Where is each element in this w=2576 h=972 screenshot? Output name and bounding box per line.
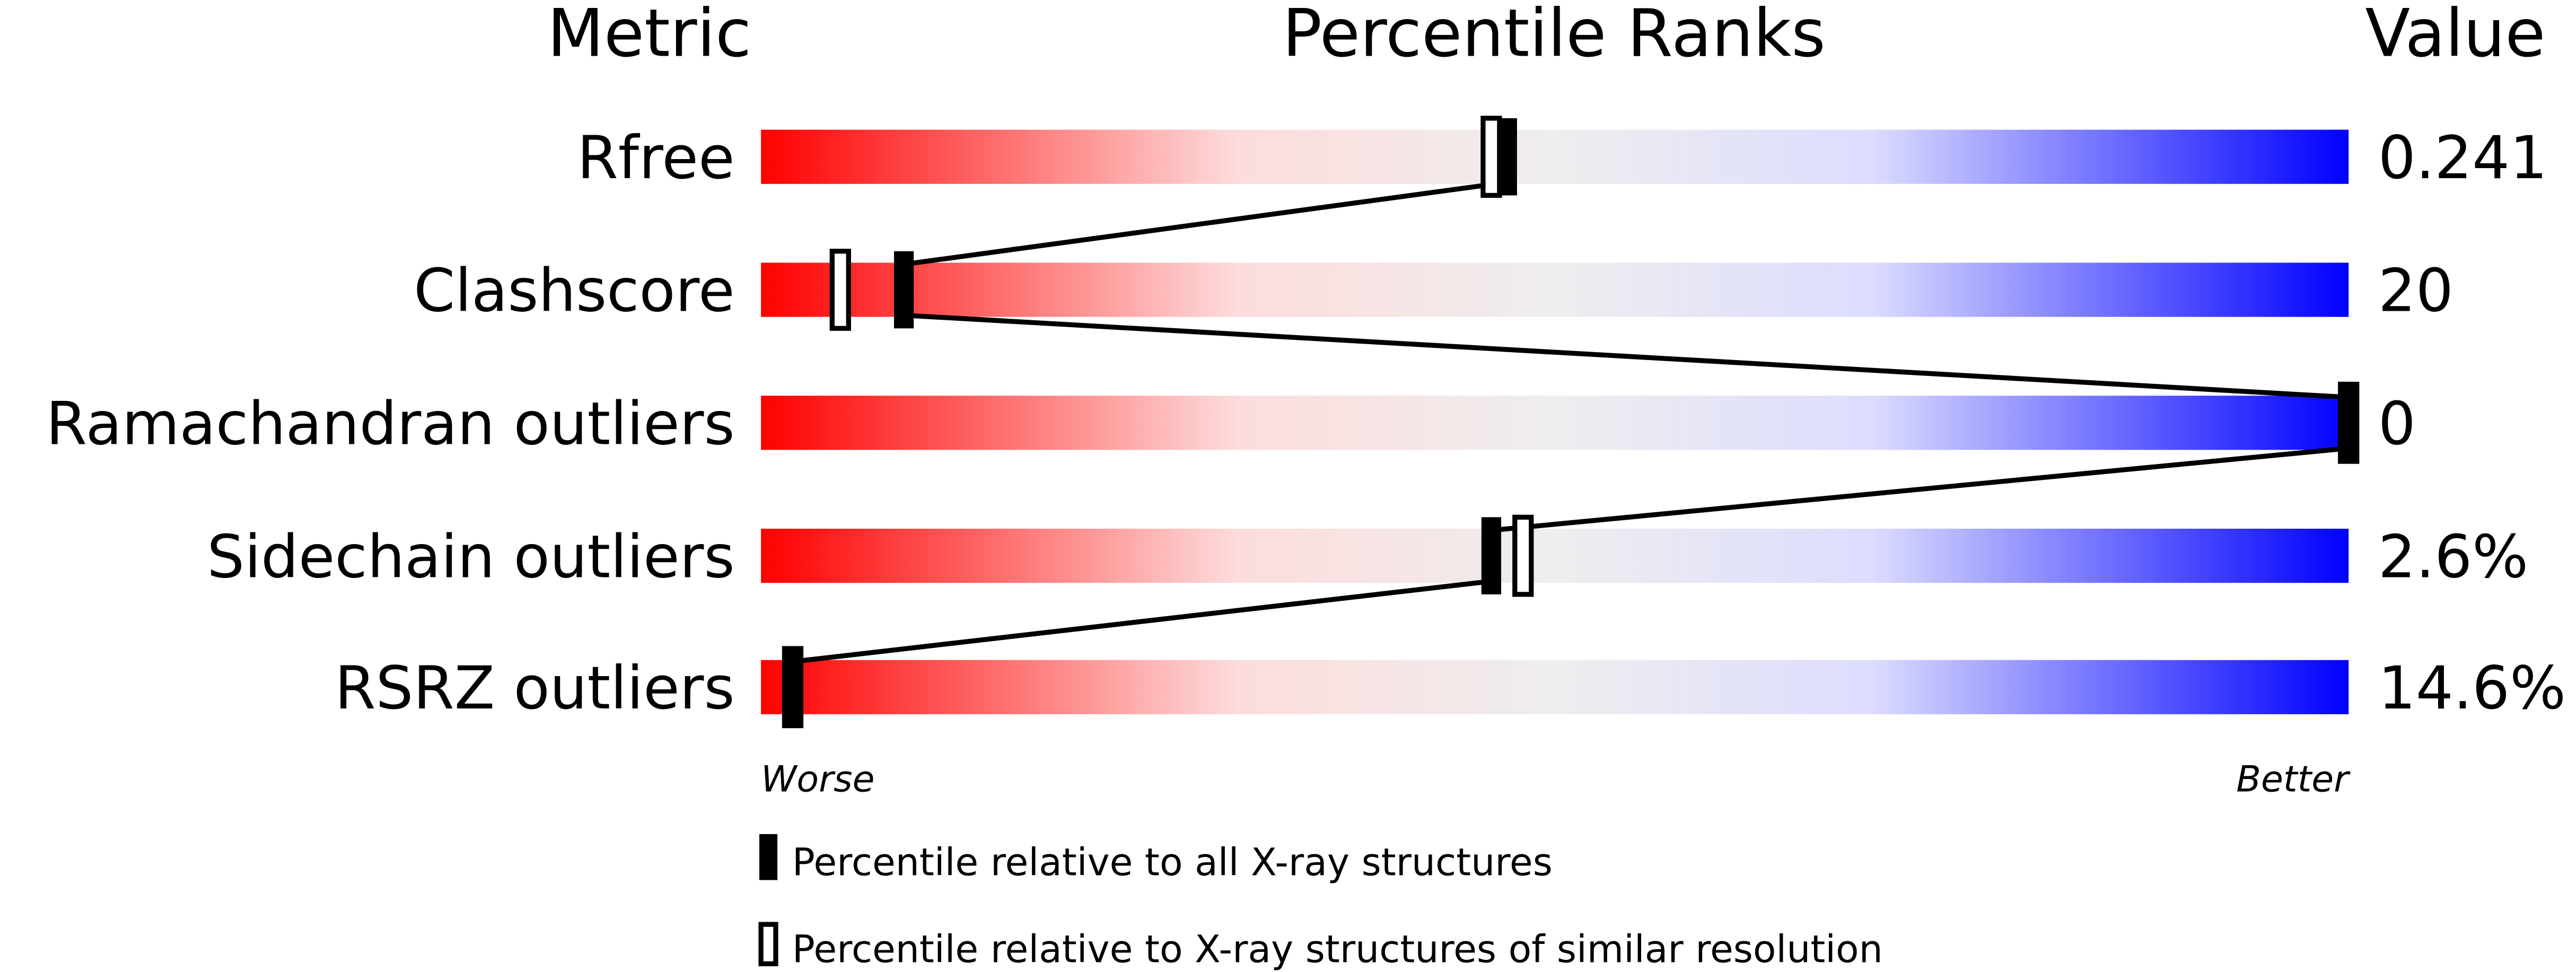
metric-value: 20 [2378, 257, 2454, 326]
better-label: Better [2236, 758, 2351, 800]
percentile-bar [761, 396, 2349, 450]
metric-value: 0.241 [2378, 124, 2547, 192]
worse-label: Worse [761, 758, 874, 800]
similar-resolution-marker [829, 249, 851, 331]
metric-label: Sidechain outliers [207, 523, 734, 591]
connector-line [1491, 445, 2349, 533]
similar-resolution-marker [1512, 514, 1534, 597]
all-structures-marker [1481, 517, 1501, 594]
metric-label: Clashscore [414, 257, 734, 326]
metric-value: 0 [2378, 390, 2416, 459]
metric-value: 14.6% [2378, 654, 2566, 723]
connector-line [904, 312, 2349, 400]
percentile-bar [761, 660, 2349, 714]
header-value: Value [2365, 0, 2545, 72]
all-structures-marker [893, 251, 914, 329]
metric-value: 2.6% [2378, 523, 2528, 591]
legend-filled-marker [759, 834, 778, 880]
all-structures-marker [783, 649, 803, 726]
metric-label: RSRZ outliers [335, 654, 734, 723]
all-structures-marker [1497, 118, 1517, 196]
legend-filled-label: Percentile relative to all X-ray structu… [792, 840, 1553, 884]
header-percentile-ranks: Percentile Ranks [1282, 0, 1825, 72]
percentile-bar [761, 529, 2349, 583]
legend-open-marker [758, 922, 778, 967]
metric-label: Rfree [577, 124, 734, 192]
metric-label: Ramachandran outliers [46, 390, 735, 459]
percentile-bar [761, 262, 2349, 317]
all-structures-marker [2338, 384, 2359, 462]
connector-line [792, 579, 1492, 664]
header-metric: Metric [547, 0, 751, 72]
legend-open-label: Percentile relative to X-ray structures … [792, 927, 1883, 971]
similar-resolution-marker [1480, 116, 1502, 198]
percentile-bar [761, 129, 2349, 184]
connector-line [903, 180, 1508, 267]
